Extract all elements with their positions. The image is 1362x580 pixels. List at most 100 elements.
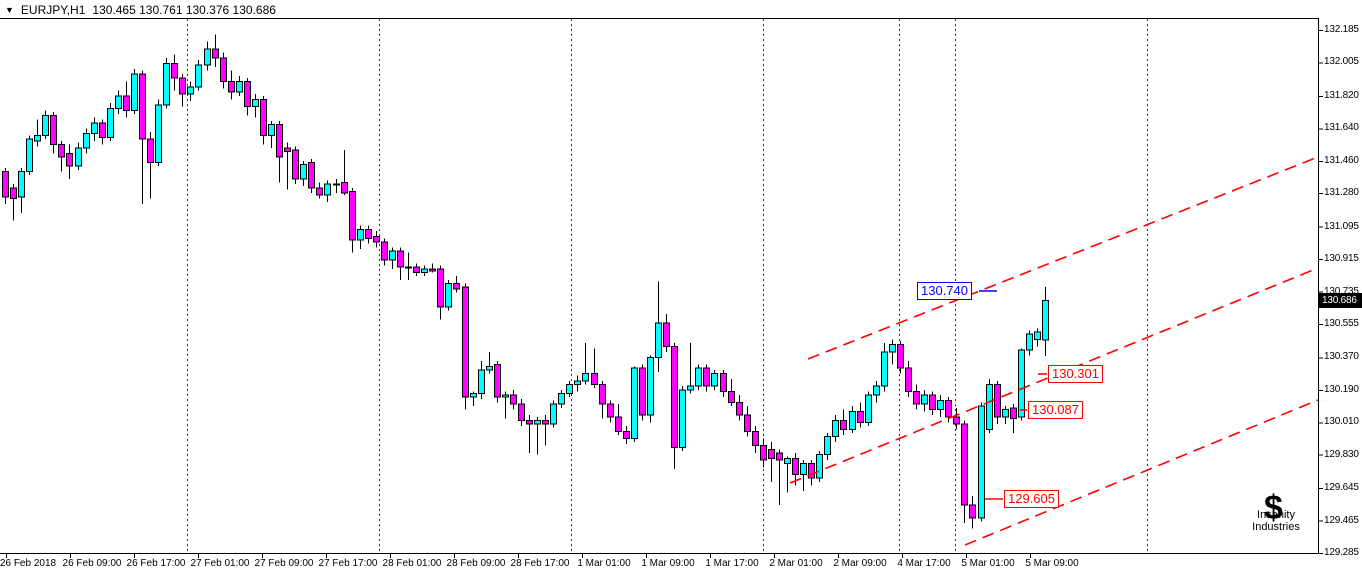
candle-bear <box>494 364 501 398</box>
candle-bull <box>865 394 872 423</box>
time-axis-label: 1 Mar 01:00 <box>577 558 631 569</box>
candle-bear <box>615 416 622 432</box>
candle-bull <box>252 98 259 108</box>
candle-bear <box>147 138 154 164</box>
candle-bull <box>986 383 993 430</box>
candle-bull <box>1026 333 1033 351</box>
candle-bear <box>123 95 130 111</box>
candle-bear <box>139 73 146 140</box>
candle-bear <box>905 367 912 393</box>
candle-bull <box>42 115 49 137</box>
candle-bull <box>647 356 654 416</box>
candle-bear <box>228 80 235 93</box>
time-axis-label: 26 Feb 2018 <box>0 558 57 569</box>
candle-bear <box>244 80 251 108</box>
candle-bull <box>34 135 41 142</box>
price-axis-label: 132.005 <box>1324 56 1359 68</box>
candle-bear <box>58 144 65 158</box>
candle-bull <box>268 124 275 137</box>
candle-bull <box>784 457 791 465</box>
candle-bear <box>744 414 751 432</box>
candle-bull <box>115 95 122 109</box>
trend-line-channel-top[interactable] <box>807 156 1319 360</box>
candle-bear <box>913 391 920 405</box>
price-axis-label: 131.095 <box>1324 220 1359 232</box>
candle-bull <box>558 392 565 405</box>
price-level-label-129605[interactable]: 129.605 <box>1004 490 1059 508</box>
candle-bull <box>695 367 702 387</box>
price-axis-label: 131.640 <box>1324 122 1359 134</box>
price-level-label-130301[interactable]: 130.301 <box>1048 365 1103 383</box>
candle-bull <box>566 383 573 394</box>
candle-bear <box>929 394 936 411</box>
candle-bear <box>397 250 404 268</box>
candle-bull <box>75 147 82 167</box>
time-axis-label: 4 Mar 17:00 <box>897 558 951 569</box>
candle-bull <box>195 64 202 88</box>
candle-bear <box>599 383 606 405</box>
candle-bull <box>849 410 856 430</box>
candle-bear <box>373 235 380 243</box>
candle-bull <box>1002 409 1009 418</box>
price-axis-label: 130.370 <box>1324 351 1359 363</box>
candle-bull <box>83 133 90 149</box>
candle-bear <box>961 423 968 506</box>
candle-bear <box>212 48 219 59</box>
candle-bear <box>66 153 73 167</box>
watermark-line2: Industries <box>1252 521 1300 533</box>
candle-bull <box>107 107 114 138</box>
candle-bear <box>510 394 517 405</box>
candle-bull <box>978 405 985 519</box>
price-level-label-130087[interactable]: 130.087 <box>1028 401 1083 419</box>
candle-bear <box>349 190 356 241</box>
candle-bull <box>1034 331 1041 340</box>
candle-bull <box>389 250 396 261</box>
symbol-marker-icon: ▼ <box>5 5 14 15</box>
candle-bear <box>437 268 444 308</box>
price-axis-label: 129.830 <box>1324 448 1359 460</box>
trend-line-channel-bottom[interactable] <box>964 399 1319 546</box>
price-axis-label: 130.915 <box>1324 253 1359 265</box>
candle-bull <box>889 344 896 353</box>
candle-bull <box>333 183 340 186</box>
candle-bull <box>655 322 662 358</box>
candle-bull <box>816 454 823 479</box>
price-axis-label: 131.460 <box>1324 154 1359 166</box>
price-axis-label: 131.820 <box>1324 89 1359 101</box>
candle-bull <box>155 104 162 164</box>
candle-bear <box>413 266 420 274</box>
price-axis-label: 129.285 <box>1324 547 1359 558</box>
candle-bull <box>91 122 98 135</box>
candle-bull <box>421 268 428 274</box>
time-axis-label: 27 Feb 09:00 <box>254 558 314 569</box>
candle-bear <box>526 419 533 425</box>
candle-bull <box>711 373 718 387</box>
candle-bear <box>728 391 735 403</box>
candle-bear <box>945 400 952 418</box>
candle-bear <box>171 62 178 79</box>
time-axis-label: 2 Mar 01:00 <box>769 558 823 569</box>
candle-bull <box>687 385 694 391</box>
candle-bear <box>623 430 630 439</box>
candle-bull <box>582 373 589 382</box>
candle-bull <box>881 351 888 387</box>
candle-bull <box>534 419 541 425</box>
price-axis-label: 129.465 <box>1324 514 1359 526</box>
candle-bull <box>300 163 307 180</box>
candle-bear <box>639 367 646 416</box>
candle-bear <box>316 187 323 196</box>
candle-bull <box>204 48 211 66</box>
candle-bear <box>663 322 670 348</box>
candle-bear <box>10 187 17 200</box>
candle-bull <box>18 171 25 198</box>
price-level-label-130740[interactable]: 130.740 <box>917 282 972 300</box>
candle-bull <box>324 183 331 196</box>
candle-bear <box>308 162 315 189</box>
price-axis-label: 130.735 <box>1324 285 1359 297</box>
price-axis-label: 130.555 <box>1324 317 1359 329</box>
candle-bull <box>574 380 581 385</box>
price-axis-label: 130.190 <box>1324 383 1359 395</box>
candle-bear <box>462 286 469 398</box>
